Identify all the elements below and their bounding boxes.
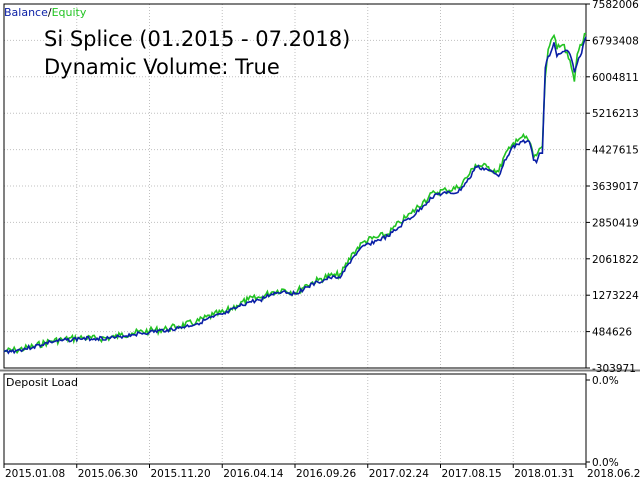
y-tick-label: 3639017	[592, 181, 639, 193]
y-tick-label: 6004811	[592, 72, 639, 84]
axis-layer: 7582006 6793408 6004811 5216213 4427615 36390…	[3, 0, 640, 480]
y-tick-label: 2061822	[592, 254, 639, 266]
x-tick-label: 2016.04.14	[223, 468, 283, 480]
series-layer	[3, 32, 587, 355]
legend-separator: /	[48, 6, 52, 19]
x-tick-label: 2017.02.24	[369, 468, 429, 480]
x-tick-label: 2015.06.30	[78, 468, 138, 480]
x-tick-label: 2015.01.08	[5, 468, 65, 480]
x-tick-label: 2016.09.26	[296, 468, 356, 480]
y-tick-label: 4427615	[592, 145, 639, 157]
legend-balance: Balance	[4, 6, 48, 19]
deposit-y-tick-label: 0.0%	[592, 375, 619, 387]
x-tick-label: 2015.11.20	[151, 468, 211, 480]
x-tick-label: 2017.08.15	[442, 468, 502, 480]
series-balance-line	[3, 36, 587, 355]
y-tick-label: 1273224	[592, 290, 639, 302]
y-tick-label: -303971	[592, 363, 636, 375]
y-tick-label: 2850419	[592, 217, 639, 229]
y-tick-label: 6793408	[592, 35, 639, 47]
legend-equity: Equity	[52, 6, 87, 19]
y-tick-label: 7582006	[592, 0, 639, 11]
y-tick-label: 484626	[592, 327, 632, 339]
plot-frames	[0, 3, 640, 465]
deposit-y-tick-label: 0.0%	[592, 457, 619, 469]
x-tick-label: 2018.01.31	[514, 468, 574, 480]
legend: Balance / Equity	[4, 6, 87, 19]
grid-layer	[4, 4, 586, 464]
y-tick-label: 5216213	[592, 108, 639, 120]
x-tick-label: 2018.06.29	[587, 468, 640, 480]
deposit-load-label: Deposit Load	[6, 376, 78, 389]
